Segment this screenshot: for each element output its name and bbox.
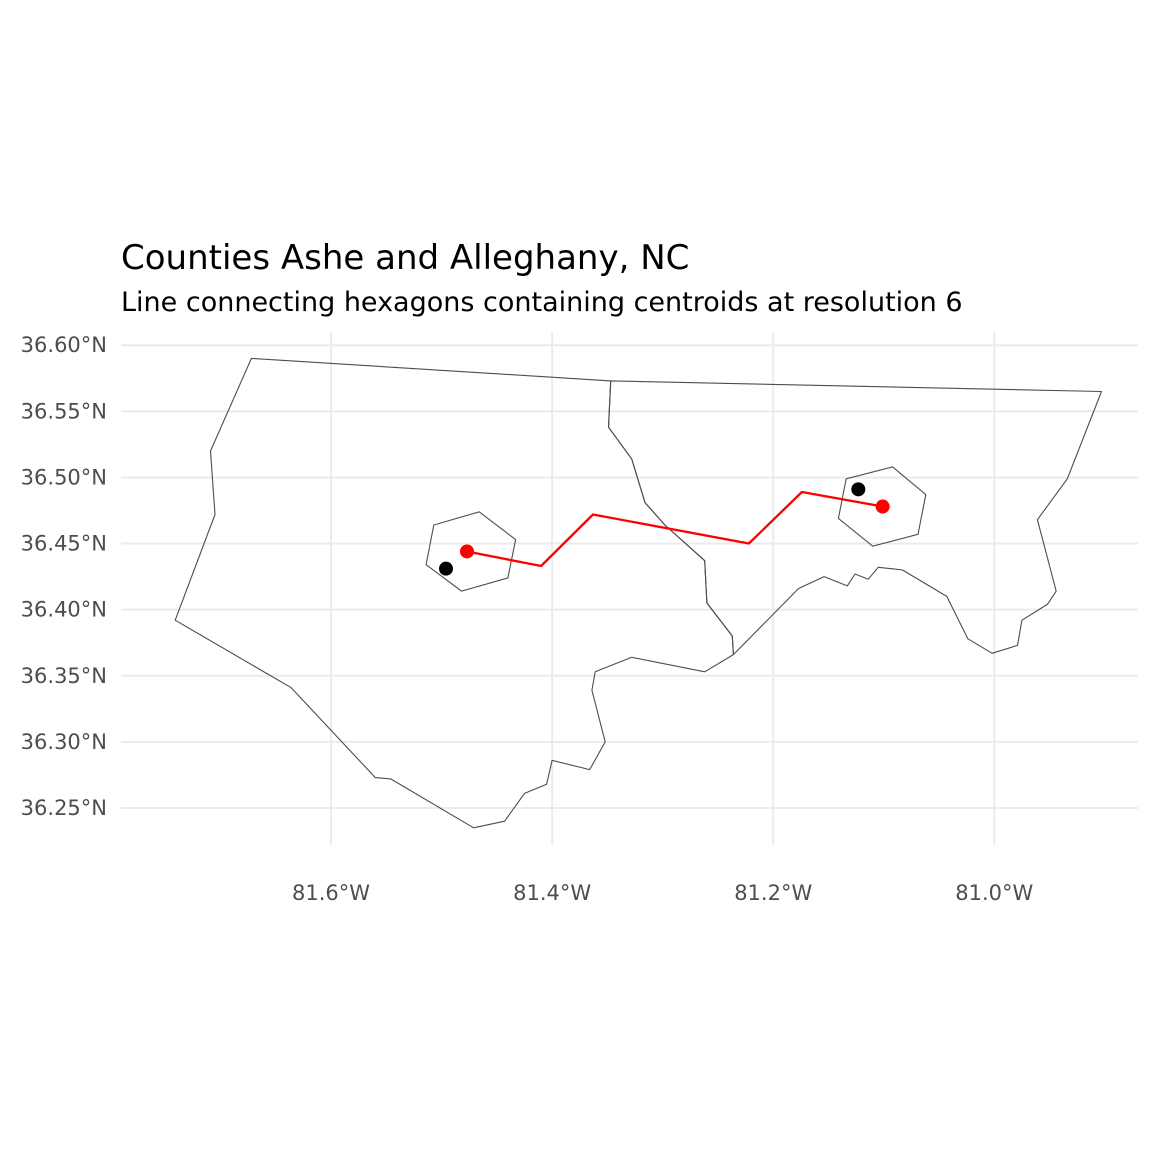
points (438, 482, 890, 576)
y-tick-label: 36.55°N (21, 399, 107, 423)
centroid-point-alleghany (851, 482, 866, 497)
hexagon-ashe (425, 511, 517, 592)
centroid-point-ashe (438, 561, 453, 576)
hexagon-alleghany (837, 466, 927, 547)
map-title: Counties Ashe and Alleghany, NC (121, 238, 690, 278)
gridlines (121, 332, 1138, 845)
y-tick-label: 36.50°N (21, 465, 107, 489)
county-boundary-ashe (174, 357, 734, 829)
y-tick-label: 36.25°N (21, 796, 107, 820)
hex-center-point-alleghany (875, 499, 890, 514)
hexagons (425, 466, 927, 592)
county-boundary-alleghany (607, 380, 1103, 656)
y-tick-label: 36.60°N (21, 333, 107, 357)
x-tick-label: 81.2°W (734, 881, 812, 905)
map-subtitle: Line connecting hexagons containing cent… (121, 287, 963, 318)
axis-tick-labels: 81.6°W 81.4°W 81.2°W 81.0°W 36.60°N 36.55°N 36… (21, 333, 1034, 905)
y-tick-label: 36.40°N (21, 598, 107, 622)
x-tick-label: 81.4°W (513, 881, 591, 905)
x-tick-label: 81.0°W (955, 881, 1033, 905)
hex-center-point-ashe (460, 544, 475, 559)
y-tick-label: 36.35°N (21, 664, 107, 688)
x-tick-label: 81.6°W (292, 881, 370, 905)
y-tick-label: 36.45°N (21, 532, 107, 556)
connecting-line (466, 490, 883, 568)
county-boundaries (174, 357, 1103, 829)
connecting-line-layer (466, 490, 883, 568)
y-tick-label: 36.30°N (21, 730, 107, 754)
